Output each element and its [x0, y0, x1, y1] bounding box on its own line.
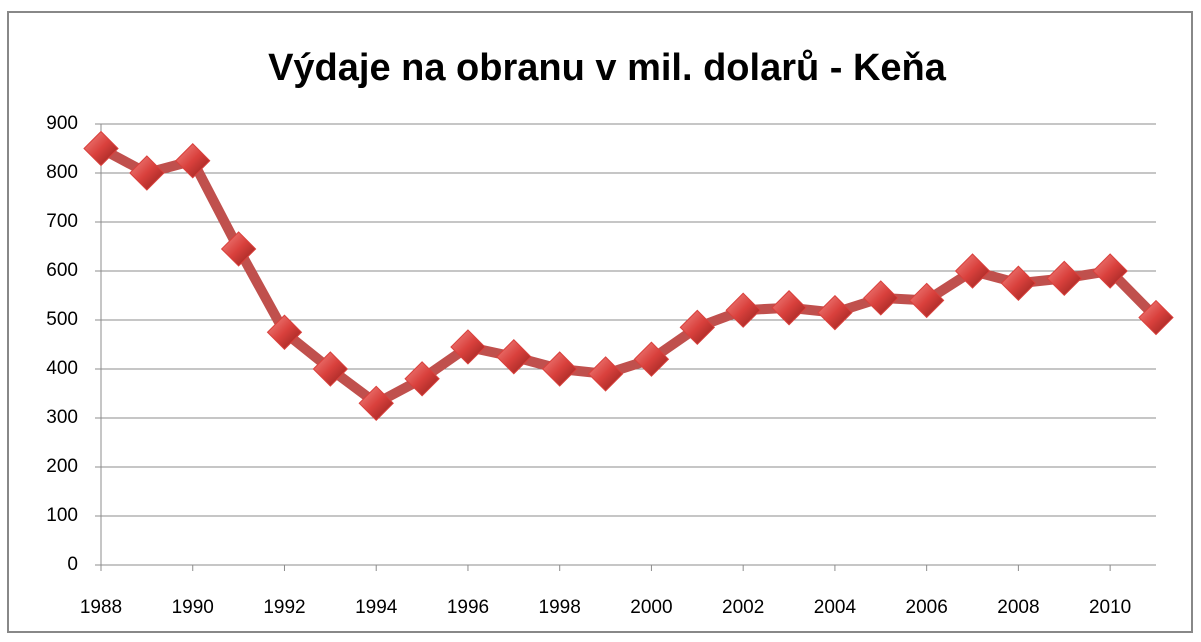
y-tick-label: 200: [46, 456, 78, 477]
y-tick-label: 400: [46, 358, 78, 379]
y-tick-label: 800: [46, 162, 78, 183]
data-marker: [266, 314, 303, 350]
x-tick-label: 1994: [355, 597, 398, 618]
data-marker: [1138, 299, 1174, 336]
x-tick-label: 2008: [997, 597, 1039, 618]
x-tick-label: 2004: [814, 597, 857, 618]
x-tick-label: 2006: [906, 597, 948, 618]
data-marker: [863, 280, 899, 316]
x-tick-label: 2010: [1089, 597, 1131, 618]
x-tick-label: 2002: [722, 597, 764, 618]
y-tick-label: 700: [46, 211, 78, 232]
y-tick-label: 900: [46, 113, 78, 134]
data-marker: [817, 294, 853, 331]
y-tick-label: 300: [46, 407, 78, 428]
data-marker: [312, 351, 349, 387]
data-marker: [771, 290, 807, 326]
y-tick-label: 500: [46, 309, 78, 330]
y-tick-label: 100: [46, 505, 78, 526]
x-tick-label: 1990: [172, 597, 214, 618]
y-tick-label: 0: [67, 554, 78, 575]
data-marker: [1092, 253, 1128, 289]
data-marker: [175, 143, 211, 179]
data-marker: [496, 339, 532, 375]
x-tick-label: 1992: [263, 597, 305, 618]
data-marker: [358, 385, 394, 422]
data-marker: [908, 282, 945, 319]
data-marker: [633, 341, 670, 377]
data-marker: [83, 130, 119, 167]
chart-border: [7, 11, 1193, 633]
data-marker: [679, 309, 716, 346]
data-marker: [220, 231, 257, 267]
data-marker: [954, 253, 991, 289]
x-tick-label: 2000: [630, 597, 672, 618]
data-marker: [587, 356, 624, 392]
data-marker: [1046, 260, 1082, 297]
chart-title: Výdaje na obranu v mil. dolarů - Keňa: [268, 47, 947, 89]
data-marker: [450, 329, 486, 365]
data-marker: [541, 351, 578, 387]
x-tick-label: 1998: [539, 597, 581, 618]
y-tick-label: 600: [46, 260, 78, 281]
data-marker: [1000, 265, 1037, 301]
x-tick-label: 1996: [447, 597, 489, 618]
x-tick-label: 1988: [80, 597, 122, 618]
data-marker: [404, 361, 440, 397]
data-marker: [129, 155, 165, 191]
data-marker: [725, 292, 761, 328]
